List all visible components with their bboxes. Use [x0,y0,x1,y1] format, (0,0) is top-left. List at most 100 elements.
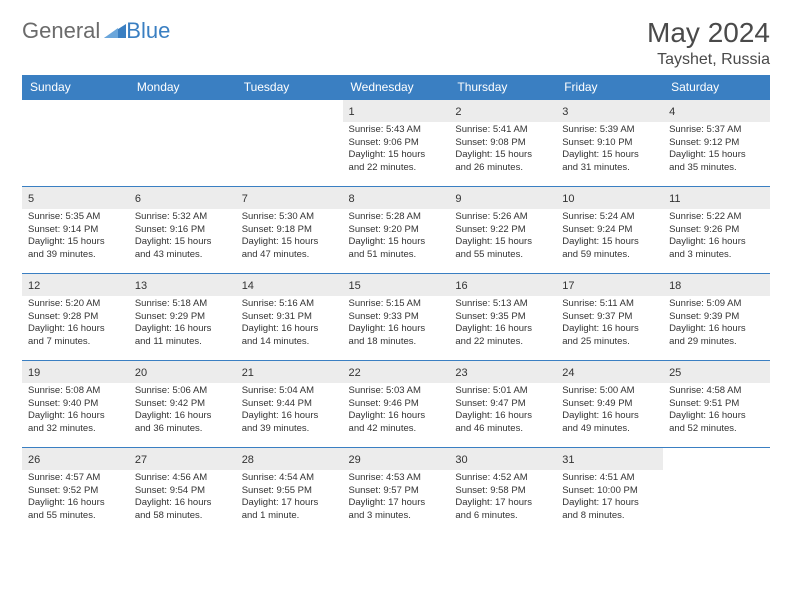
calendar-cell [663,447,770,534]
day-number: 31 [562,454,574,466]
day-details: Sunrise: 4:58 AMSunset: 9:51 PMDaylight:… [663,383,770,440]
day-details: Sunrise: 5:24 AMSunset: 9:24 PMDaylight:… [556,209,663,266]
day-number-wrap: 6 [129,187,236,209]
calendar-week: 12 Sunrise: 5:20 AMSunset: 9:28 PMDayligh… [22,273,770,360]
calendar-week: 1Sunrise: 5:43 AMSunset: 9:06 PMDaylight… [22,99,770,186]
day-number-wrap: 13 [129,274,236,296]
calendar-cell: 25 Sunrise: 4:58 AMSunset: 9:51 PMDayligh… [663,360,770,447]
day-number-wrap: 30 [449,448,556,470]
day-details: Sunrise: 5:08 AMSunset: 9:40 PMDaylight:… [22,383,129,440]
day-number: 25 [669,367,681,379]
day-details: Sunrise: 4:52 AMSunset: 9:58 PMDaylight:… [449,470,556,527]
day-header: Friday [556,75,663,100]
header-row: General Blue May 2024 Tayshet, Russia [22,18,770,69]
logo: General Blue [22,18,170,44]
calendar-cell: 13 Sunrise: 5:18 AMSunset: 9:29 PMDayligh… [129,273,236,360]
day-number-wrap: 4 [663,100,770,122]
day-number-wrap: 23 [449,361,556,383]
day-details: Sunrise: 4:57 AMSunset: 9:52 PMDaylight:… [22,470,129,527]
day-number: 20 [135,367,147,379]
day-details: Sunrise: 5:01 AMSunset: 9:47 PMDaylight:… [449,383,556,440]
calendar-cell: 5 Sunrise: 5:35 AMSunset: 9:14 PMDaylight… [22,186,129,273]
day-number: 29 [349,454,361,466]
day-details: Sunrise: 5:30 AMSunset: 9:18 PMDaylight:… [236,209,343,266]
day-number: 16 [455,280,467,292]
day-number: 14 [242,280,254,292]
day-number-wrap: 12 [22,274,129,296]
calendar-cell: 4 Sunrise: 5:37 AMSunset: 9:12 PMDaylight… [663,99,770,186]
calendar-cell: 2 Sunrise: 5:41 AMSunset: 9:08 PMDaylight… [449,99,556,186]
day-number: 24 [562,367,574,379]
calendar-cell: 20 Sunrise: 5:06 AMSunset: 9:42 PMDayligh… [129,360,236,447]
day-number: 5 [28,193,34,205]
day-number: 11 [669,193,680,205]
day-number-wrap: 9 [449,187,556,209]
title-block: May 2024 Tayshet, Russia [647,18,770,69]
day-details: Sunrise: 5:28 AMSunset: 9:20 PMDaylight:… [343,209,450,266]
day-number-wrap: 26 [22,448,129,470]
calendar-cell [236,99,343,186]
calendar-cell: 31 Sunrise: 4:51 AMSunset: 10:00 PMDaylig… [556,447,663,534]
day-number: 19 [28,367,40,379]
day-number: 28 [242,454,254,466]
calendar-cell: 24Sunrise: 5:00 AMSunset: 9:49 PMDayligh… [556,360,663,447]
calendar-cell: 10 Sunrise: 5:24 AMSunset: 9:24 PMDayligh… [556,186,663,273]
day-number-wrap: 20 [129,361,236,383]
day-number-wrap: 3 [556,100,663,122]
day-details: Sunrise: 5:41 AMSunset: 9:08 PMDaylight:… [449,122,556,179]
calendar-cell [129,99,236,186]
logo-text-2: Blue [126,18,170,44]
calendar-table: SundayMondayTuesdayWednesdayThursdayFrid… [22,75,770,534]
day-number: 3 [562,106,568,118]
day-number: 6 [135,193,141,205]
day-number: 9 [455,193,461,205]
day-number: 13 [135,280,147,292]
day-number: 22 [349,367,361,379]
day-details: Sunrise: 5:09 AMSunset: 9:39 PMDaylight:… [663,296,770,353]
day-details: Sunrise: 5:06 AMSunset: 9:42 PMDaylight:… [129,383,236,440]
calendar-cell: 11 Sunrise: 5:22 AMSunset: 9:26 PMDayligh… [663,186,770,273]
day-number-wrap: 25 [663,361,770,383]
calendar-cell: 30Sunrise: 4:52 AMSunset: 9:58 PMDayligh… [449,447,556,534]
day-details: Sunrise: 5:32 AMSunset: 9:16 PMDaylight:… [129,209,236,266]
day-header: Monday [129,75,236,100]
calendar-cell: 3 Sunrise: 5:39 AMSunset: 9:10 PMDaylight… [556,99,663,186]
day-number-wrap: 7 [236,187,343,209]
calendar-cell: 8Sunrise: 5:28 AMSunset: 9:20 PMDaylight… [343,186,450,273]
day-details: Sunrise: 5:37 AMSunset: 9:12 PMDaylight:… [663,122,770,179]
logo-text-1: General [22,18,100,44]
day-number: 2 [455,106,461,118]
day-header: Wednesday [343,75,450,100]
day-number-wrap: 27 [129,448,236,470]
day-details: Sunrise: 5:39 AMSunset: 9:10 PMDaylight:… [556,122,663,179]
day-number-wrap: 24 [556,361,663,383]
calendar-cell: 16Sunrise: 5:13 AMSunset: 9:35 PMDayligh… [449,273,556,360]
calendar-cell: 27 Sunrise: 4:56 AMSunset: 9:54 PMDayligh… [129,447,236,534]
day-number-wrap: 15 [343,274,450,296]
day-details: Sunrise: 5:20 AMSunset: 9:28 PMDaylight:… [22,296,129,353]
day-details: Sunrise: 4:54 AMSunset: 9:55 PMDaylight:… [236,470,343,527]
day-number: 4 [669,106,675,118]
calendar-cell: 29Sunrise: 4:53 AMSunset: 9:57 PMDayligh… [343,447,450,534]
calendar-cell: 23 Sunrise: 5:01 AMSunset: 9:47 PMDayligh… [449,360,556,447]
day-number: 27 [135,454,147,466]
day-number-wrap: 22 [343,361,450,383]
calendar-cell: 22 Sunrise: 5:03 AMSunset: 9:46 PMDayligh… [343,360,450,447]
day-details: Sunrise: 5:35 AMSunset: 9:14 PMDaylight:… [22,209,129,266]
calendar-cell: 12 Sunrise: 5:20 AMSunset: 9:28 PMDayligh… [22,273,129,360]
calendar-cell: 15Sunrise: 5:15 AMSunset: 9:33 PMDayligh… [343,273,450,360]
day-details: Sunrise: 5:04 AMSunset: 9:44 PMDaylight:… [236,383,343,440]
calendar-week: 5 Sunrise: 5:35 AMSunset: 9:14 PMDaylight… [22,186,770,273]
day-details: Sunrise: 5:03 AMSunset: 9:46 PMDaylight:… [343,383,450,440]
day-details: Sunrise: 4:56 AMSunset: 9:54 PMDaylight:… [129,470,236,527]
calendar-cell: 26Sunrise: 4:57 AMSunset: 9:52 PMDayligh… [22,447,129,534]
location: Tayshet, Russia [647,51,770,69]
day-details: Sunrise: 4:51 AMSunset: 10:00 PMDaylight… [556,470,663,527]
day-details: Sunrise: 5:22 AMSunset: 9:26 PMDaylight:… [663,209,770,266]
day-number-wrap: 5 [22,187,129,209]
day-number: 10 [562,193,574,205]
day-details: Sunrise: 5:18 AMSunset: 9:29 PMDaylight:… [129,296,236,353]
day-number: 12 [28,280,40,292]
calendar-cell: 28 Sunrise: 4:54 AMSunset: 9:55 PMDayligh… [236,447,343,534]
day-number: 23 [455,367,467,379]
